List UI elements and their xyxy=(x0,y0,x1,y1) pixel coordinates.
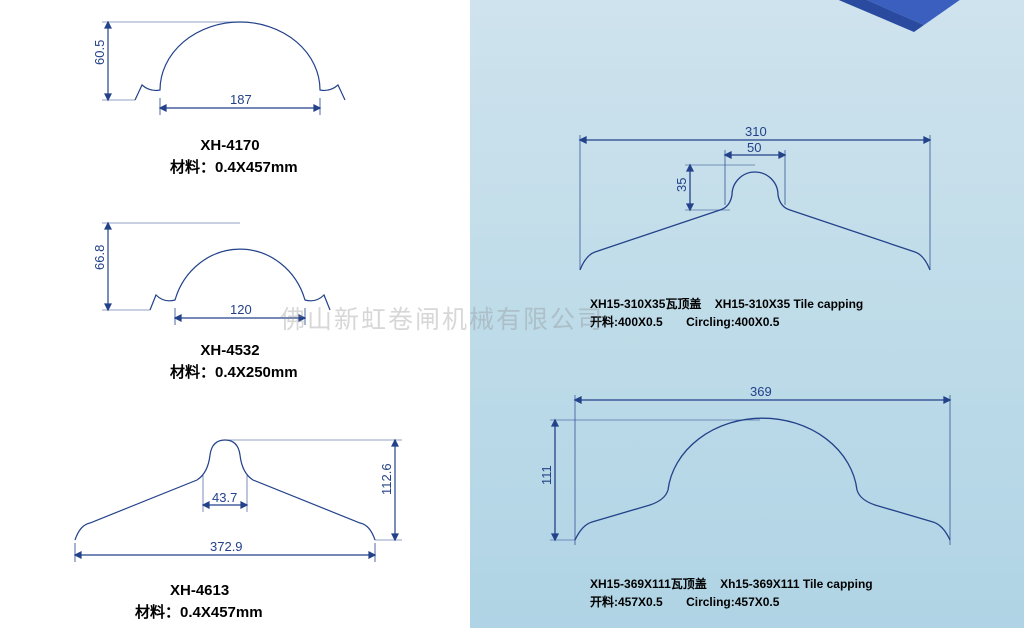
material-label: 材料：0.4X457mm xyxy=(30,601,430,622)
profile-xh4532: 120 66.8 XH-4532 材料：0.4X250mm xyxy=(60,195,400,382)
dim-height: 60.5 xyxy=(92,40,107,65)
circ-en-val: 457X0.5 xyxy=(735,595,780,609)
name-en: XH15-310X35 Tile capping xyxy=(715,297,864,311)
circ-cn-val: 400X0.5 xyxy=(618,315,663,329)
name-cn: XH15-369X111瓦顶盖 xyxy=(590,577,707,591)
material-prefix: 材料： xyxy=(170,364,215,381)
circ-cn-label: 开料: xyxy=(590,315,618,329)
circ-en-label: Circling: xyxy=(686,315,735,329)
circ-cn-val: 457X0.5 xyxy=(618,595,663,609)
profile-xh4613-drawing: 372.9 43.7 112.6 xyxy=(30,415,430,575)
circ-en-label: Circling: xyxy=(686,595,735,609)
profile-tile1-drawing: 310 50 35 xyxy=(510,110,990,290)
dim-width: 369 xyxy=(750,384,772,399)
dim-height: 111 xyxy=(539,465,554,485)
dim-width: 372.9 xyxy=(210,539,243,554)
material-value: 0.4X457mm xyxy=(180,604,263,621)
circ-cn-label: 开料: xyxy=(590,595,618,609)
dim-width: 120 xyxy=(230,302,252,317)
profile-tile1-labels: XH15-310X35瓦顶盖 XH15-310X35 Tile capping … xyxy=(510,295,990,331)
dim-width: 310 xyxy=(745,124,767,139)
material-prefix: 材料： xyxy=(135,604,180,621)
profile-tile1: 310 50 35 XH15-310X35瓦顶盖 XH15-310X35 Til… xyxy=(510,110,990,331)
dim-height: 112.6 xyxy=(379,463,394,495)
profile-tile2-labels: XH15-369X111瓦顶盖 Xh15-369X111 Tile cappin… xyxy=(510,575,990,611)
profile-xh4613: 372.9 43.7 112.6 XH-4613 材料：0.4X457mm xyxy=(30,415,430,622)
dim-height: 35 xyxy=(674,178,689,192)
dim-height: 66.8 xyxy=(92,245,107,270)
model-label: XH-4532 xyxy=(60,340,400,361)
material-prefix: 材料： xyxy=(170,159,215,176)
dim-width: 187 xyxy=(230,92,252,107)
left-panel: 187 60.5 XH-4170 材料：0.4X457mm 120 xyxy=(0,0,470,628)
circ-en-val: 400X0.5 xyxy=(735,315,780,329)
dim-narrow: 43.7 xyxy=(212,490,237,505)
profile-xh4170: 187 60.5 XH-4170 材料：0.4X457mm xyxy=(60,0,400,177)
profile-xh4532-drawing: 120 66.8 xyxy=(60,195,400,335)
material-value: 0.4X250mm xyxy=(215,364,298,381)
material-label: 材料：0.4X250mm xyxy=(60,361,400,382)
material-value: 0.4X457mm xyxy=(215,159,298,176)
profile-tile2: 369 111 XH15-369X111瓦顶盖 Xh15-369X111 Til… xyxy=(510,370,990,611)
profile-tile2-drawing: 369 111 xyxy=(510,370,990,570)
dim-topwidth: 50 xyxy=(747,140,761,155)
right-panel: 310 50 35 XH15-310X35瓦顶盖 XH15-310X35 Til… xyxy=(470,0,1024,628)
profile-xh4170-drawing: 187 60.5 xyxy=(60,0,400,130)
product-3d-corner xyxy=(804,0,984,50)
name-en: Xh15-369X111 Tile capping xyxy=(720,577,873,591)
name-cn: XH15-310X35瓦顶盖 xyxy=(590,297,701,311)
model-label: XH-4170 xyxy=(60,135,400,156)
model-label: XH-4613 xyxy=(30,580,430,601)
material-label: 材料：0.4X457mm xyxy=(60,156,400,177)
